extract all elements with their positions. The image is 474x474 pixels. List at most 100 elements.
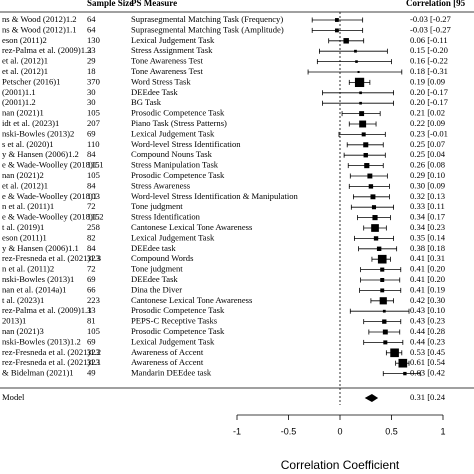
value-label: 0.15 [-0.20 <box>410 45 448 55</box>
value-label: 0.41 [0.19 <box>410 284 445 294</box>
measure: Lexical Judgement Task <box>131 232 215 242</box>
measure: Prosodic Competence Task <box>131 326 225 336</box>
sample-size: 29 <box>87 56 96 66</box>
x-tick-label: 0.5 <box>385 426 398 436</box>
point-box <box>354 49 357 53</box>
value-label: 0.43 [0.23 <box>410 316 445 326</box>
value-label: 0.32 [0.13 <box>410 191 445 201</box>
value-label: 0.38 [0.18 <box>410 243 445 253</box>
point-box <box>368 184 374 189</box>
study-label: eson (2011)2 <box>2 35 47 45</box>
point-box <box>359 101 362 105</box>
measure: Compound Words <box>131 253 194 263</box>
value-label: 0.25 [0.04 <box>410 149 446 159</box>
study-label: & Bidelman (2021)1 <box>2 368 74 378</box>
measure: Tone judgment <box>131 264 183 274</box>
sample-size: 81 <box>87 316 96 326</box>
study-label: et al. (2012)1 <box>2 66 48 76</box>
value-label: 0.63 [0.42 <box>410 368 445 378</box>
study-label: y & Hansen (2006)1.1 <box>2 243 79 253</box>
value-label: 0.44 [0.28 <box>410 326 445 336</box>
study-label: rez-Fresneda et al. (2021)1.2 <box>2 347 101 357</box>
value-label: 0.33 [0.11 <box>410 201 445 211</box>
sample-size: 64 <box>87 24 96 34</box>
value-label: 0.29 [0.10 <box>410 170 445 180</box>
sample-size: 82 <box>87 232 96 242</box>
sample-size: 207 <box>87 118 101 128</box>
study-label: e & Wade-Woolley (2018)1.2 <box>2 212 104 222</box>
measure: Word-level Stress Identification <box>131 139 241 149</box>
sample-size: 49 <box>87 368 96 378</box>
point-box <box>371 205 377 210</box>
sample-size: 72 <box>87 201 96 211</box>
study-label: e & Wade-Woolley (2018)1.1 <box>2 160 104 170</box>
measure: Tone judgment <box>131 201 183 211</box>
value-label: 0.53 [0.45 <box>410 347 445 357</box>
sample-size: 33 <box>87 305 96 315</box>
study-label: t al. (2023)1 <box>2 295 44 305</box>
study-label: rez-Fresneda et al. (2021)1.3 <box>2 253 101 263</box>
point-box <box>383 340 388 345</box>
study-label: nan (2021)1 <box>2 108 44 118</box>
measure: BG Task <box>131 97 162 107</box>
study-label: n et al. (2011)2 <box>2 264 54 274</box>
study-label: rez-Palma et al. (2009)1.2 <box>2 45 91 55</box>
study-label: rez-Fresneda et al. (2021)1.1 <box>2 357 101 367</box>
point-box <box>359 120 367 128</box>
sample-size: 370 <box>87 76 100 86</box>
sample-size: 84 <box>87 180 96 190</box>
study-label: et al. (2012)1 <box>2 180 48 190</box>
sample-size: 258 <box>87 222 100 232</box>
measure: Awareness of Accent <box>131 357 204 367</box>
x-axis-title: Correlation Coefficient <box>281 458 400 472</box>
value-label: 0.41 [0.20 <box>410 264 445 274</box>
point-box <box>334 18 339 22</box>
sample-size: 223 <box>87 295 100 305</box>
value-label: -0.03 [-0.27 <box>410 14 452 24</box>
study-label: nan (2021)2 <box>2 170 44 180</box>
study-label: nski-Bowles (2013)2 <box>2 128 74 138</box>
sample-size: 323 <box>87 357 100 367</box>
x-tick-label: 1 <box>440 426 445 436</box>
measure: DEEdee Task <box>131 274 178 284</box>
point-box <box>334 28 339 33</box>
measure: Piano Task (Stress Patterns) <box>131 118 227 128</box>
sample-size: 18 <box>87 66 96 76</box>
point-box <box>390 348 399 358</box>
sample-size: 33 <box>87 45 96 55</box>
point-box <box>382 319 387 324</box>
study-label: s et al. (2020)1 <box>2 139 54 149</box>
value-label: 0.42 [0.30 <box>410 295 445 305</box>
value-label: 0.20 [-0.17 <box>410 87 449 97</box>
sample-size: 30 <box>87 87 96 97</box>
value-label: 0.26 [0.08 <box>410 160 445 170</box>
measure: Stress Awareness <box>131 180 191 190</box>
column-header: Correlation [95 <box>406 0 466 8</box>
value-label: -0.03 [-0.27 <box>410 24 452 34</box>
point-box <box>359 91 362 95</box>
summary-diamond <box>364 394 379 402</box>
sample-size: 323 <box>87 253 100 263</box>
value-label: 0.22 [0.09 <box>410 118 445 128</box>
measure: DEEdee task <box>131 243 176 253</box>
value-label: 0.44 [0.23 <box>410 336 445 346</box>
study-label: (2001)1.1 <box>2 87 36 97</box>
point-box <box>343 38 349 44</box>
sample-size: 110 <box>87 139 100 149</box>
summary-label: Model <box>2 392 25 402</box>
value-label: 0.30 [0.09 <box>410 180 445 190</box>
point-box <box>363 153 368 158</box>
study-label: nan et al. (2014a)1 <box>2 284 66 294</box>
measure: Cantonese Lexical Tone Awareness <box>131 222 253 232</box>
point-box <box>380 267 385 272</box>
value-label: 0.35 [0.14 <box>410 232 446 242</box>
sample-size: 105 <box>87 108 100 118</box>
sample-size: 69 <box>87 336 96 346</box>
study-label: eson (2011)1 <box>2 232 47 242</box>
sample-size: 130 <box>87 35 100 45</box>
value-label: 0.23 [-0.01 <box>410 128 448 138</box>
measure: Prosodic Competence Task <box>131 108 225 118</box>
value-label: 0.20 [-0.17 <box>410 97 449 107</box>
